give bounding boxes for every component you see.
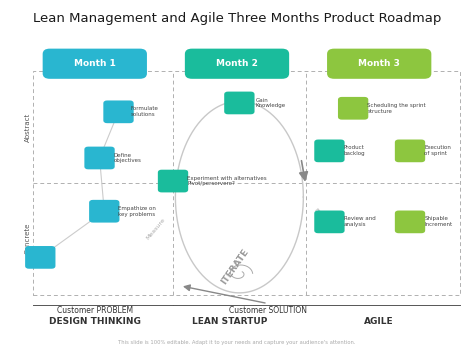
Text: Customer PROBLEM: Customer PROBLEM xyxy=(57,306,133,315)
Text: Month 2: Month 2 xyxy=(216,59,258,69)
FancyBboxPatch shape xyxy=(314,140,345,162)
Text: DESIGN THINKING: DESIGN THINKING xyxy=(49,317,141,326)
FancyBboxPatch shape xyxy=(158,170,188,192)
FancyBboxPatch shape xyxy=(43,49,147,79)
Text: AGILE: AGILE xyxy=(365,317,394,326)
Text: Define
objectives: Define objectives xyxy=(114,153,142,163)
Text: Customer SOLUTION: Customer SOLUTION xyxy=(229,306,307,315)
Text: Month 3: Month 3 xyxy=(358,59,400,69)
Text: Concrete: Concrete xyxy=(25,223,31,255)
FancyBboxPatch shape xyxy=(103,100,134,123)
FancyBboxPatch shape xyxy=(89,200,119,223)
FancyBboxPatch shape xyxy=(338,97,368,120)
Text: Shipable
Increment: Shipable Increment xyxy=(424,217,452,227)
Text: LEAN STARTUP: LEAN STARTUP xyxy=(192,317,268,326)
FancyBboxPatch shape xyxy=(224,92,255,114)
Text: Month 1: Month 1 xyxy=(74,59,116,69)
Text: Empathize on
key problems: Empathize on key problems xyxy=(118,206,156,217)
FancyBboxPatch shape xyxy=(395,211,425,233)
Text: Build: Build xyxy=(313,207,327,223)
Text: Execution
of sprint: Execution of sprint xyxy=(424,146,451,156)
Text: Experiment with alternatives
Pivot/perservere?: Experiment with alternatives Pivot/perse… xyxy=(187,176,267,186)
Text: Product
backlog: Product backlog xyxy=(344,146,365,156)
Text: Gain
Knowledge: Gain Knowledge xyxy=(256,98,286,108)
Text: Abstract: Abstract xyxy=(25,112,31,142)
FancyBboxPatch shape xyxy=(314,211,345,233)
Text: Scheduling the sprint
structure: Scheduling the sprint structure xyxy=(367,103,426,114)
FancyBboxPatch shape xyxy=(25,246,55,269)
FancyBboxPatch shape xyxy=(395,140,425,162)
Text: Measure: Measure xyxy=(145,217,166,241)
Text: Formulate
solutions: Formulate solutions xyxy=(130,106,158,117)
Text: Review and
analysis: Review and analysis xyxy=(344,217,375,227)
Text: ITERATE: ITERATE xyxy=(219,247,250,286)
Text: This slide is 100% editable. Adapt it to your needs and capture your audience's : This slide is 100% editable. Adapt it to… xyxy=(118,340,356,345)
FancyBboxPatch shape xyxy=(185,49,289,79)
FancyBboxPatch shape xyxy=(84,147,115,169)
Text: Lean Management and Agile Three Months Product Roadmap: Lean Management and Agile Three Months P… xyxy=(33,12,441,26)
FancyBboxPatch shape xyxy=(327,49,431,79)
